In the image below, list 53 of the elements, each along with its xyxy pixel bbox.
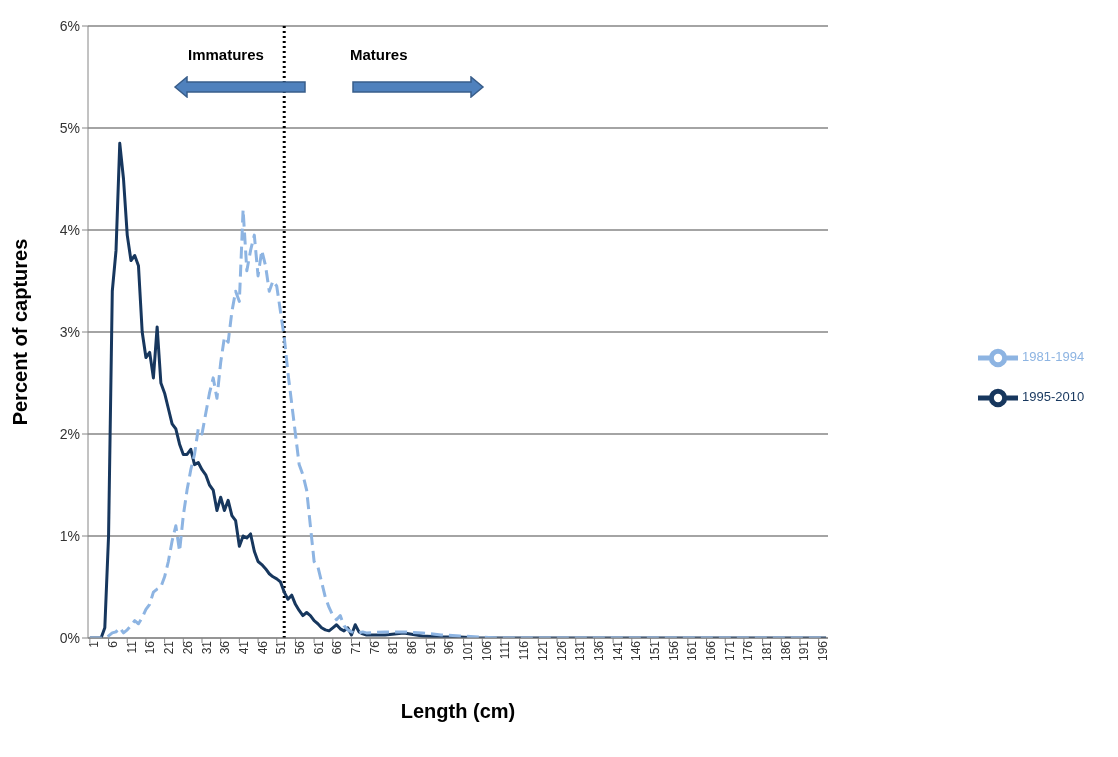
x-tick-label: 86: [405, 640, 420, 655]
annotation: Matures: [350, 46, 408, 63]
y-tick-label: 5%: [59, 119, 80, 136]
x-tick-label: 81: [386, 640, 401, 655]
x-tick-label: 116: [517, 640, 532, 661]
x-tick-label: 176: [741, 640, 756, 662]
y-tick-label: 3%: [59, 323, 80, 340]
x-tick-label: 21: [162, 640, 177, 655]
x-tick-label: 11: [124, 640, 139, 654]
x-tick-label: 51: [274, 640, 289, 655]
y-tick-label: 4%: [59, 221, 80, 238]
y-axis-title: Percent of captures: [9, 238, 32, 426]
x-tick-label: 181: [760, 640, 775, 662]
x-tick-label: 171: [722, 640, 737, 662]
x-tick-label: 46: [255, 640, 270, 655]
x-tick-label: 16: [143, 640, 158, 655]
x-tick-label: 61: [311, 640, 326, 655]
x-tick-label: 106: [479, 640, 494, 662]
x-tick-label: 31: [199, 640, 214, 655]
x-tick-label: 41: [236, 640, 251, 655]
x-tick-label: 156: [666, 640, 681, 662]
y-tick-label: 1%: [59, 527, 80, 544]
x-tick-label: 136: [591, 640, 606, 662]
x-tick-label: 101: [461, 640, 476, 662]
x-tick-label: 126: [554, 640, 569, 662]
x-tick-label: 186: [778, 640, 793, 662]
x-tick-label: 196: [816, 640, 831, 662]
y-tick-label: 0%: [59, 629, 80, 646]
x-tick-label: 191: [797, 640, 812, 662]
x-tick-label: 141: [610, 640, 625, 662]
legend-label: 1995-2010: [1022, 389, 1085, 405]
x-tick-label: 111: [498, 640, 513, 660]
x-tick-label: 1: [87, 640, 102, 648]
x-axis-title: Length (cm): [400, 700, 516, 722]
x-tick-label: 36: [218, 640, 233, 655]
x-tick-label: 91: [423, 640, 438, 655]
x-tick-label: 76: [367, 640, 382, 655]
x-tick-label: 26: [180, 640, 195, 655]
x-tick-label: 161: [685, 640, 700, 662]
x-tick-label: 71: [349, 640, 363, 655]
x-tick-label: 121: [535, 640, 550, 662]
y-tick-label: 6%: [59, 17, 80, 34]
x-tick-label: 56: [292, 640, 307, 655]
x-tick-label: 131: [573, 640, 588, 662]
y-tick-label: 2%: [59, 425, 80, 442]
x-tick-label: 166: [704, 640, 719, 662]
x-tick-label: 6: [106, 640, 121, 648]
annotation: Immatures: [188, 46, 264, 63]
x-tick-label: 96: [442, 640, 457, 655]
x-tick-label: 66: [330, 640, 345, 655]
x-tick-label: 151: [647, 640, 662, 662]
legend-label: 1981-1994: [1022, 349, 1085, 365]
x-tick-label: 146: [629, 640, 644, 662]
